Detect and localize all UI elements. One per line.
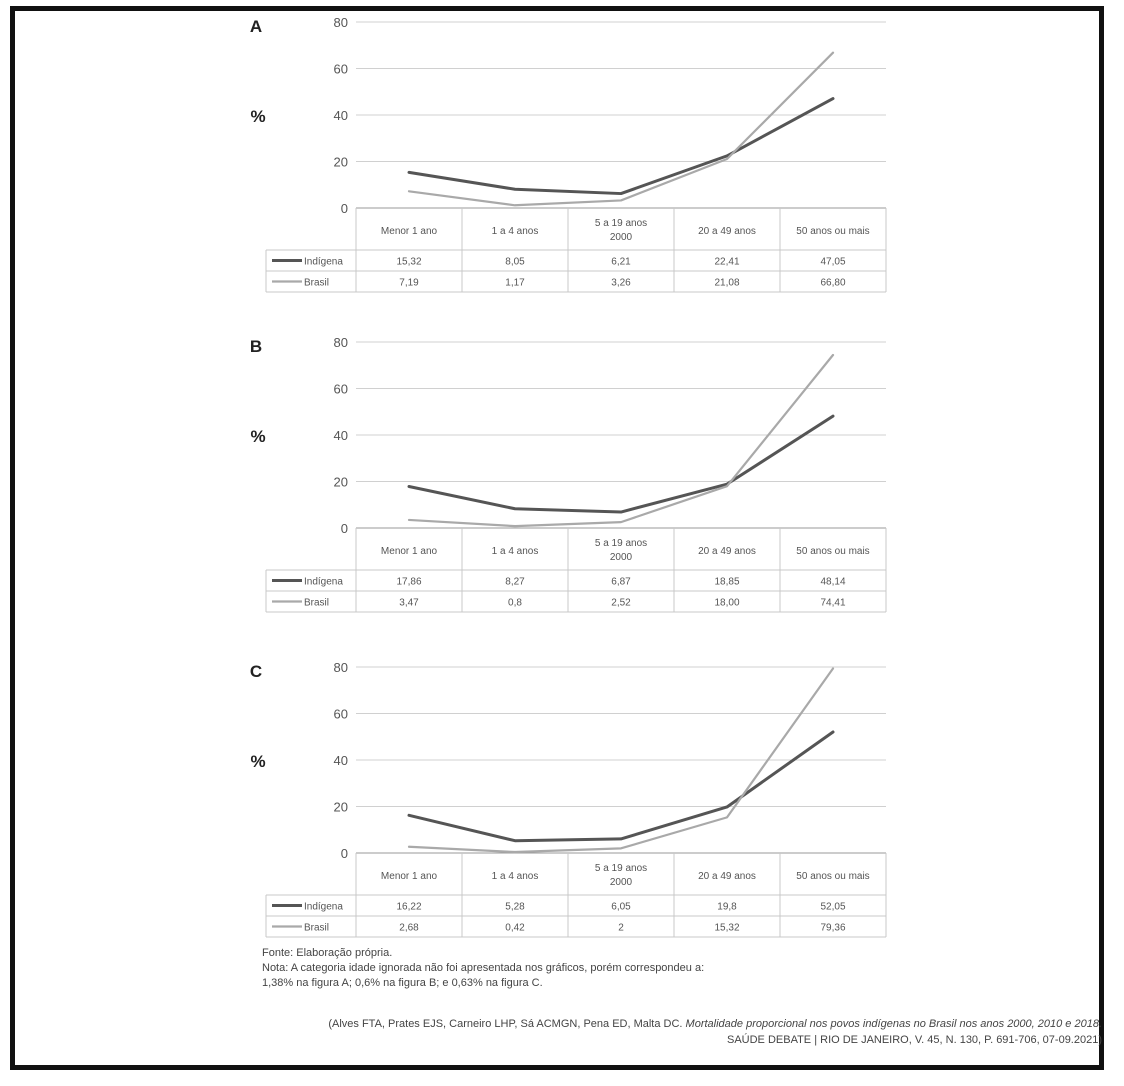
data-label: 8,27 — [505, 577, 525, 588]
source-note: Fonte: Elaboração própria. — [262, 947, 393, 959]
data-label: 79,36 — [820, 923, 845, 934]
data-label: 5,28 — [505, 902, 525, 913]
data-label: 3,47 — [399, 598, 419, 609]
series-line-indigena — [407, 97, 835, 196]
data-label: 2,68 — [399, 923, 419, 934]
citation-title: Mortalidade proporcional nos povos indíg… — [685, 1018, 1102, 1030]
y-tick-label: 80 — [334, 15, 348, 30]
data-label: 22,41 — [714, 257, 739, 268]
legend-label: Indígena — [304, 257, 343, 268]
y-axis-label-c: % — [250, 752, 265, 771]
legend-label: Brasil — [304, 598, 329, 609]
panel-label-c: C — [250, 662, 262, 681]
chart-c: C% 0 20 40 60 80 Menor 1 ano 1 a 4 anos 5 a 19 a… — [250, 660, 887, 938]
category-sublabel: 2000 — [610, 877, 633, 888]
category-label: 1 a 4 anos — [492, 546, 539, 557]
chart-a: A% 0 20 40 60 80 Menor 1 ano 1 a 4 anos 5 a 19 a… — [250, 15, 887, 293]
legend-label: Brasil — [304, 923, 329, 934]
data-label: 52,05 — [820, 902, 845, 913]
chart-b: B% 0 20 40 60 80 Menor 1 ano 1 a 4 anos 5 a 19 a… — [250, 335, 887, 613]
data-label: 2,52 — [611, 598, 631, 609]
chart-panel-c: C% 0 20 40 60 80 Menor 1 ano 1 a 4 anos 5 a 19 a… — [0, 645, 1124, 945]
y-tick-label: 20 — [334, 475, 348, 490]
data-label: 15,32 — [396, 257, 421, 268]
legend-label: Indígena — [304, 902, 343, 913]
category-label: 20 a 49 anos — [698, 226, 756, 237]
y-tick-label: 40 — [334, 753, 348, 768]
category-label: 5 a 19 anos — [595, 218, 647, 229]
series-line-indigena — [407, 414, 835, 514]
y-tick-label: 60 — [334, 62, 348, 77]
category-label: Menor 1 ano — [381, 871, 438, 882]
y-tick-label: 40 — [334, 108, 348, 123]
y-tick-label: 40 — [334, 428, 348, 443]
citation-authors: (Alves FTA, Prates EJS, Carneiro LHP, Sá… — [328, 1018, 686, 1030]
data-label: 7,19 — [399, 278, 419, 289]
panel-label-b: B — [250, 337, 262, 356]
category-label: Menor 1 ano — [381, 226, 438, 237]
figure-notes: Fonte: Elaboração própria. Nota: A categ… — [262, 946, 902, 991]
note-line-2: 1,38% na figura A; 0,6% na figura B; e 0… — [262, 977, 543, 989]
data-label: 3,26 — [611, 278, 631, 289]
y-axis-label-b: % — [250, 427, 265, 446]
y-tick-label: 0 — [341, 846, 348, 861]
data-label: 6,05 — [611, 902, 631, 913]
category-sublabel: 2000 — [610, 232, 633, 243]
y-tick-label: 80 — [334, 660, 348, 675]
category-label: 1 a 4 anos — [492, 871, 539, 882]
chart-panel-a: A% 0 20 40 60 80 Menor 1 ano 1 a 4 anos 5 a 19 a… — [0, 0, 1124, 300]
data-label: 19,8 — [717, 902, 737, 913]
legend-label: Indígena — [304, 577, 343, 588]
y-tick-label: 80 — [334, 335, 348, 350]
citation-line-1: (Alves FTA, Prates EJS, Carneiro LHP, Sá… — [20, 1016, 1102, 1032]
category-sublabel: 2000 — [610, 552, 633, 563]
y-tick-label: 0 — [341, 521, 348, 536]
y-tick-label: 0 — [341, 201, 348, 216]
y-tick-label: 60 — [334, 382, 348, 397]
data-label: 18,00 — [714, 598, 739, 609]
category-label: 5 a 19 anos — [595, 863, 647, 874]
category-label: 50 anos ou mais — [796, 546, 869, 557]
data-label: 6,21 — [611, 257, 631, 268]
data-label: 66,80 — [820, 278, 845, 289]
chart-panel-b: B% 0 20 40 60 80 Menor 1 ano 1 a 4 anos 5 a 19 a… — [0, 320, 1124, 620]
data-label: 16,22 — [396, 902, 421, 913]
figure-frame — [10, 6, 1104, 1070]
data-label: 47,05 — [820, 257, 845, 268]
data-label: 15,32 — [714, 923, 739, 934]
category-label: 20 a 49 anos — [698, 871, 756, 882]
y-tick-label: 60 — [334, 707, 348, 722]
data-label: 1,17 — [505, 278, 525, 289]
category-label: 1 a 4 anos — [492, 226, 539, 237]
note-line-1: Nota: A categoria idade ignorada não foi… — [262, 962, 705, 974]
data-label: 0,42 — [505, 923, 525, 934]
data-label: 74,41 — [820, 598, 845, 609]
panel-label-a: A — [250, 17, 262, 36]
legend-label: Brasil — [304, 278, 329, 289]
data-label: 21,08 — [714, 278, 739, 289]
data-label: 8,05 — [505, 257, 525, 268]
data-label: 18,85 — [714, 577, 739, 588]
citation: (Alves FTA, Prates EJS, Carneiro LHP, Sá… — [20, 1016, 1102, 1048]
data-label: 0,8 — [508, 598, 522, 609]
category-label: 5 a 19 anos — [595, 538, 647, 549]
category-label: 50 anos ou mais — [796, 226, 869, 237]
category-label: 20 a 49 anos — [698, 546, 756, 557]
series-line-indigena — [407, 730, 835, 843]
citation-journal: SAÚDE DEBATE | RIO DE JANEIRO, V. 45, N.… — [727, 1034, 1102, 1046]
y-tick-label: 20 — [334, 155, 348, 170]
data-label: 17,86 — [396, 577, 421, 588]
data-label: 6,87 — [611, 577, 631, 588]
y-axis-label-a: % — [250, 107, 265, 126]
data-label: 2 — [618, 923, 624, 934]
data-label: 48,14 — [820, 577, 845, 588]
category-label: 50 anos ou mais — [796, 871, 869, 882]
category-label: Menor 1 ano — [381, 546, 438, 557]
y-tick-label: 20 — [334, 800, 348, 815]
